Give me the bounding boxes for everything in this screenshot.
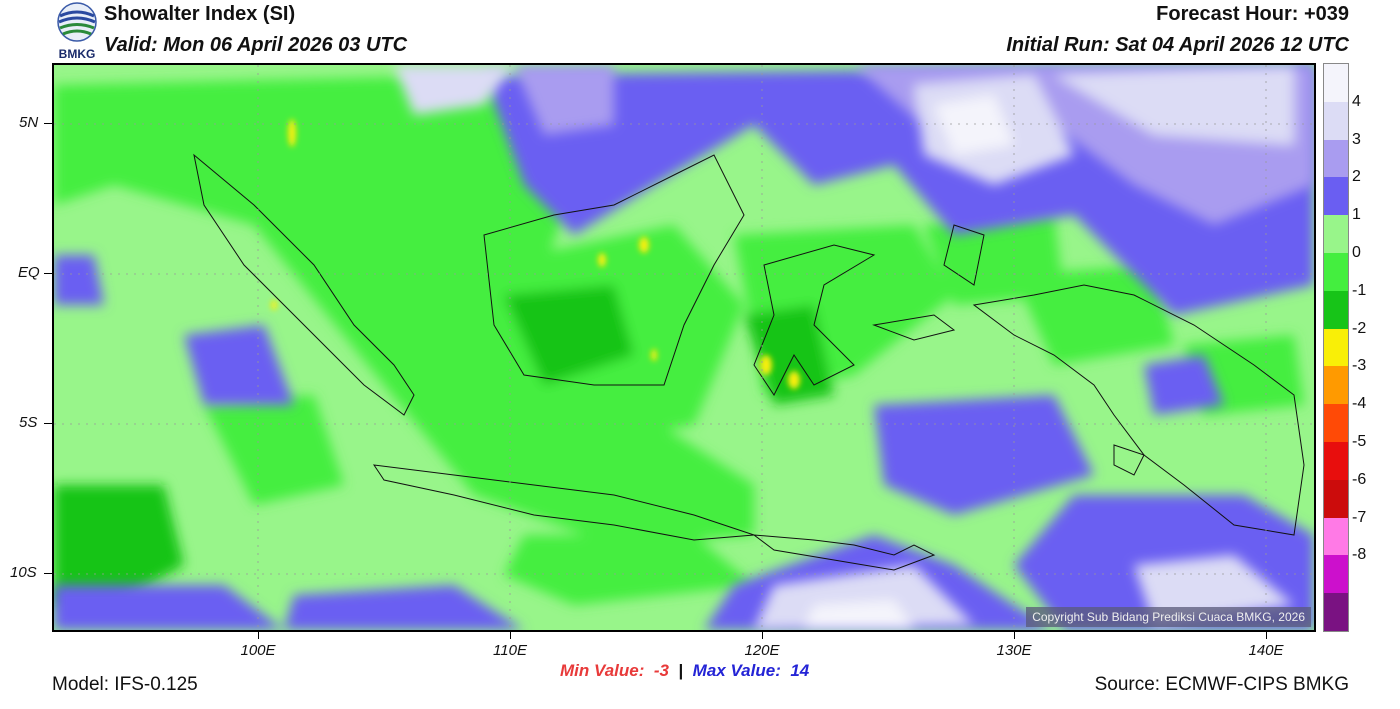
- legend-swatch: [1324, 404, 1348, 443]
- min-max-values: Min Value: -3 | Max Value: 14: [560, 661, 809, 681]
- legend-swatch: [1324, 290, 1348, 329]
- legend-swatch: [1324, 479, 1348, 518]
- legend-swatch: [1324, 177, 1348, 216]
- lat-label-10s: 10S: [10, 564, 37, 581]
- lon-label-110e: 110E: [493, 642, 527, 659]
- bmkg-logo: BMKG: [54, 2, 100, 62]
- legend-label: -2: [1352, 319, 1367, 337]
- lon-label-120e: 120E: [744, 642, 780, 659]
- lon-tick: [1266, 632, 1267, 639]
- legend-label: -1: [1352, 281, 1367, 299]
- model-label: Model: IFS-0.125: [52, 674, 198, 695]
- legend-swatch: [1324, 517, 1348, 556]
- lon-label-100e: 100E: [240, 642, 276, 659]
- max-label: Max Value:: [692, 661, 781, 680]
- lon-tick: [762, 632, 763, 639]
- field-yellow-spots: [271, 119, 800, 389]
- legend-label: 1: [1352, 206, 1361, 224]
- forecast-hour: Forecast Hour: +039: [1156, 3, 1349, 25]
- legend-swatch: [1324, 328, 1348, 367]
- color-legend: [1323, 63, 1349, 632]
- min-label: Min Value:: [560, 661, 645, 680]
- legend-swatch: [1324, 64, 1348, 102]
- legend-label: -4: [1352, 395, 1367, 413]
- legend-label: -7: [1352, 508, 1367, 526]
- field-green-zones: [54, 75, 1304, 605]
- legend-swatch: [1324, 139, 1348, 178]
- legend-label: 2: [1352, 168, 1361, 186]
- showalter-field-map: [54, 65, 1314, 630]
- legend-label: -8: [1352, 546, 1367, 564]
- lat-tick: [44, 423, 52, 424]
- copyright-notice: Copyright Sub Bidang Prediksi Cuaca BMKG…: [1026, 607, 1311, 627]
- lon-label-130e: 130E: [996, 642, 1032, 659]
- legend-swatch: [1324, 442, 1348, 480]
- valid-time: Valid: Mon 06 April 2026 03 UTC: [104, 34, 408, 56]
- max-value: 14: [790, 661, 810, 680]
- map-area: Copyright Sub Bidang Prediksi Cuaca BMKG…: [52, 63, 1316, 632]
- coastlines: [193, 153, 1305, 571]
- legend-swatch: [1324, 101, 1348, 140]
- legend-label: -3: [1352, 357, 1367, 375]
- lat-tick: [44, 123, 52, 124]
- lat-tick: [44, 573, 52, 574]
- graticule: [54, 65, 1314, 630]
- legend-swatch: [1324, 253, 1348, 291]
- legend-label: 0: [1352, 244, 1361, 261]
- lon-tick: [510, 632, 511, 639]
- map-title: Showalter Index (SI): [104, 3, 296, 25]
- legend-label: -5: [1352, 433, 1367, 450]
- lon-label-140e: 140E: [1248, 642, 1284, 659]
- lon-tick: [258, 632, 259, 639]
- lon-tick: [1014, 632, 1015, 639]
- legend-swatch: [1324, 215, 1348, 254]
- legend-label: -6: [1352, 470, 1367, 488]
- initial-run: Initial Run: Sat 04 April 2026 12 UTC: [1006, 34, 1349, 56]
- source-label: Source: ECMWF-CIPS BMKG: [1094, 674, 1349, 695]
- lat-label-eq: EQ: [18, 264, 40, 281]
- legend-swatch: [1324, 555, 1348, 594]
- legend-label: 4: [1352, 92, 1361, 110]
- lat-tick: [44, 273, 52, 274]
- lat-label-5n: 5N: [19, 114, 39, 131]
- logo-text: BMKG: [59, 47, 96, 61]
- stats-separator: |: [678, 661, 684, 680]
- legend-swatch: [1324, 366, 1348, 405]
- lat-label-5s: 5S: [19, 414, 38, 431]
- legend-swatch: [1324, 593, 1348, 632]
- legend-label: 3: [1352, 130, 1361, 148]
- min-value: -3: [653, 661, 669, 680]
